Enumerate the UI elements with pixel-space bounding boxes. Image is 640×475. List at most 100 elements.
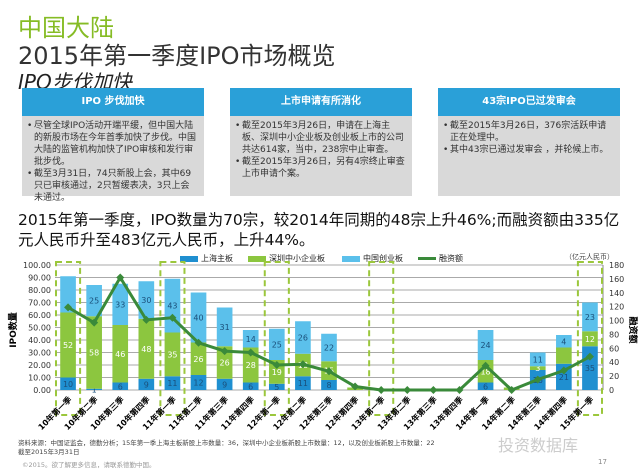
bar-data-label: 9 (144, 380, 149, 389)
legend-item-financing: 融资额 (418, 253, 463, 264)
financing-point (325, 367, 333, 376)
bullet: 尽管全球IPO活动开端平缓，但中国大陆的新股市场在今年首季加快了步伐。中国大陆的… (27, 120, 198, 168)
y-left-axis-label: IPO数量 (7, 312, 19, 348)
summary-text: 2015年第一季度，IPO数量为70宗，较2014年同期的48宗上升46%;而融… (18, 211, 620, 249)
financing-point (403, 386, 412, 394)
highlight-box (263, 261, 290, 416)
financing-point (220, 347, 229, 356)
bar-segment (295, 376, 311, 390)
bar-data-label: 19 (272, 368, 282, 377)
financing-point (559, 366, 568, 375)
bar-segment (582, 331, 598, 347)
legend-swatch (248, 255, 266, 262)
bar-data-label: 14 (246, 335, 256, 344)
legend-swatch (342, 255, 360, 262)
bullet: 其中43宗已通过发审会 ，并轮候上市。 (443, 144, 614, 156)
bar-data-label: 24 (480, 341, 490, 350)
box-title: 43宗IPO已过发审会 (438, 88, 620, 116)
legend-label: 上海主板 (201, 254, 233, 263)
bar-segment (529, 366, 546, 370)
highlight-box (368, 261, 395, 416)
bar-segment (112, 382, 129, 390)
bar-data-label: 25 (89, 297, 99, 306)
bar-segment (216, 307, 233, 347)
bar-data-label: 22 (324, 344, 334, 353)
bar-segment (60, 377, 76, 390)
y-right-tick-label: 160 (609, 275, 624, 284)
bar-segment (216, 378, 233, 390)
bar-data-label: 35 (167, 350, 177, 359)
legend-swatch (180, 255, 198, 262)
bar-data-label: 6 (483, 382, 488, 391)
bar-segment (321, 333, 337, 362)
bar-data-label: 48 (141, 345, 151, 354)
bar-data-label: 6 (248, 382, 253, 391)
financing-point (272, 361, 281, 369)
bar-segment (242, 382, 259, 390)
financing-point (168, 313, 177, 322)
financing-point (194, 338, 203, 347)
y-left-tick-label: 10.00 (28, 374, 51, 383)
bar-data-label: 10 (63, 380, 73, 389)
bar-data-label: 52 (63, 341, 73, 350)
bar-segment (86, 285, 102, 317)
bar-segment (556, 347, 572, 364)
bar-data-label: 26 (298, 334, 308, 343)
bar-segment (86, 316, 102, 389)
y-right-tick-label: 80 (609, 330, 619, 339)
y-right-tick-label: 20 (609, 372, 619, 381)
bar-data-label: 30 (141, 296, 151, 305)
bar-data-label: 8 (326, 381, 331, 390)
bullet: 截至2015年3月26日，申请在上海主板、深圳中小企业板及创业板上市的公司共达6… (235, 120, 406, 156)
bar-data-label: 35 (585, 364, 595, 373)
y-right-tick-label: 60 (609, 344, 619, 353)
page-title: 2015年第一季度IPO市场概览 (18, 42, 336, 70)
bar-segment (112, 283, 129, 325)
bar-segment (190, 375, 207, 390)
legend-label: 深圳中小企业板 (269, 254, 325, 263)
financing-point (533, 375, 542, 384)
bar-segment (556, 335, 572, 348)
bar-segment (321, 380, 337, 390)
y-right-axis-label: 融资额 (627, 316, 639, 343)
region-title: 中国大陆 (18, 14, 114, 42)
bar-data-label: 46 (115, 350, 125, 359)
financing-point (116, 273, 125, 282)
y-right-tick-label: 0 (609, 386, 614, 395)
bar-segment (138, 281, 155, 319)
watermark: 投资数据库 (498, 436, 579, 455)
y-left-tick-label: 90.00 (28, 274, 51, 283)
bar-segment (216, 346, 233, 379)
date-note: 截至2015年3月31日 (18, 448, 80, 456)
bar-data-label: 43 (167, 302, 177, 311)
copyright: ©2015。欲了解更多信息，请联系德勤中国。 (22, 461, 156, 469)
bar-segment (477, 382, 494, 390)
bar-data-label: 9 (222, 380, 227, 389)
financing-point (507, 386, 516, 394)
bar-data-label: 26 (220, 359, 230, 368)
page-number: 17 (598, 458, 607, 466)
legend-label: 融资额 (439, 254, 463, 263)
bar-data-label: 23 (585, 313, 595, 322)
source-note: 资料来源：中国证监会，德勤分析；15年第一季上海主板新股上市数量：36，深圳中小… (18, 439, 435, 447)
y-left-tick-label: 0.00 (33, 386, 51, 395)
financing-point (585, 352, 594, 361)
y-left-tick-label: 30.00 (28, 349, 51, 358)
highlight-box (55, 261, 82, 416)
bar-segment (138, 378, 155, 390)
bar-segment (86, 388, 102, 390)
bar-segment (138, 318, 155, 379)
y-left-tick-label: 40.00 (28, 336, 51, 345)
bar-data-label: 1 (92, 385, 97, 394)
financing-point (351, 382, 360, 391)
bar-segment (190, 292, 207, 343)
financing-point (64, 303, 73, 312)
y-left-tick-label: 70.00 (28, 299, 51, 308)
bar-segment (477, 330, 494, 360)
info-box-ipo-pace: IPO 步伐加快 尽管全球IPO活动开端平缓，但中国大陆的新股市场在今年首季加快… (22, 88, 204, 203)
financing-point (377, 386, 386, 394)
bar-data-label: 11 (533, 355, 543, 364)
bar-segment (164, 376, 181, 390)
financing-point (481, 361, 490, 370)
